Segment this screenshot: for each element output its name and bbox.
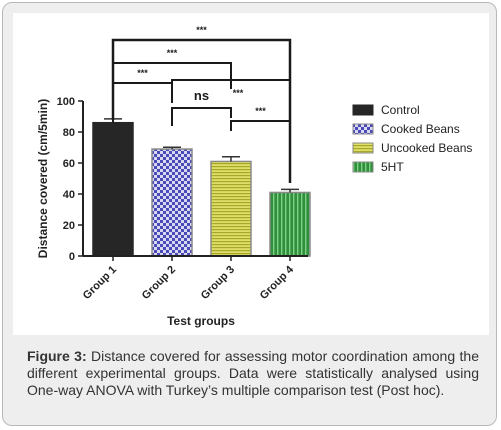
significance-bracket bbox=[230, 120, 291, 153]
y-tick-label: 80 bbox=[63, 127, 75, 139]
legend-label: Uncooked Beans bbox=[381, 141, 472, 155]
bar-3 bbox=[210, 160, 252, 257]
significance-label: *** bbox=[255, 106, 266, 116]
y-tick-label: 0 bbox=[69, 251, 75, 263]
x-tick-label: Group 1 bbox=[81, 264, 119, 302]
significance-bracket bbox=[112, 82, 173, 105]
caption-label: Figure 3: bbox=[27, 348, 87, 364]
significance-label: *** bbox=[233, 88, 244, 98]
legend-label: Control bbox=[381, 103, 420, 117]
bar-2 bbox=[151, 148, 193, 257]
y-tick-label: 60 bbox=[63, 158, 75, 170]
significance-label: ns bbox=[194, 88, 209, 103]
y-tick-label: 20 bbox=[63, 220, 75, 232]
legend-swatch bbox=[352, 161, 374, 173]
x-tick-label: Group 2 bbox=[140, 264, 178, 302]
x-tick-label: Group 3 bbox=[199, 264, 237, 302]
y-axis-title: Distance covered (cm/5min) bbox=[36, 99, 50, 258]
bar-chart: 0 20 40 60 80 100 Group 1 Group 2 Group 3 Group 4… bbox=[36, 25, 472, 328]
significance-bracket bbox=[171, 79, 291, 153]
figure-frame: 0 20 40 60 80 100 Group 1 Group 2 Group 3 Group 4… bbox=[2, 2, 497, 426]
significance-label: *** bbox=[196, 25, 207, 35]
significance-label: *** bbox=[167, 48, 178, 58]
legend-label: Cooked Beans bbox=[381, 122, 460, 136]
chart-area: 0 20 40 60 80 100 Group 1 Group 2 Group 3 Group 4… bbox=[13, 13, 489, 335]
bar-1 bbox=[92, 121, 134, 257]
legend-label: 5HT bbox=[381, 160, 404, 174]
y-tick-label: 100 bbox=[57, 96, 75, 108]
significance-bracket bbox=[171, 107, 232, 126]
bar-4 bbox=[269, 191, 311, 257]
significance-label: *** bbox=[137, 68, 148, 78]
legend-swatch bbox=[352, 142, 374, 154]
legend-swatch bbox=[352, 123, 374, 135]
x-axis-title: Test groups bbox=[167, 314, 235, 328]
y-tick-label: 40 bbox=[63, 189, 75, 201]
x-tick-label: Group 4 bbox=[258, 263, 297, 302]
legend-swatch bbox=[352, 104, 374, 116]
figure-caption: Figure 3: Distance covered for assessing… bbox=[27, 348, 479, 399]
caption-text: Distance covered for assessing motor coo… bbox=[27, 348, 479, 398]
